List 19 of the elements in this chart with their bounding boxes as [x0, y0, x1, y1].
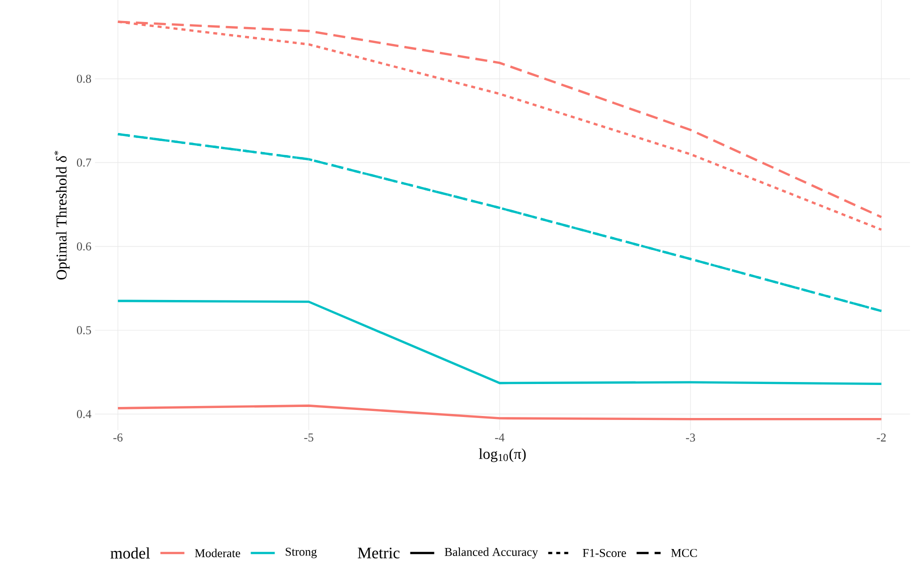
y-tick-label: 0.7 [76, 158, 92, 167]
legend-label: F1-Score [582, 548, 626, 558]
x-tick-label: -5 [304, 434, 314, 442]
legend-label: Strong [286, 548, 317, 558]
text: Metric [358, 548, 400, 558]
y-axis-title: Optimal Threshold δ$^{*}$ [54, 150, 70, 280]
y-tick-label: 0.4 [76, 410, 92, 418]
y-tick-label: 0.8 [76, 74, 92, 83]
x-tick-label: -3 [686, 434, 696, 442]
text: model [110, 547, 150, 559]
legend-label: Moderate [194, 548, 240, 558]
x-tick-label: -6 [113, 434, 123, 442]
legend-label: Balanced Accuracy [444, 548, 538, 558]
legend-label: MCC [671, 548, 697, 558]
x-tick-label: -4 [495, 434, 504, 442]
x-axis-title: log$_{10}$(π) [478, 448, 526, 462]
y-tick-label: 0.6 [76, 242, 92, 251]
x-tick-label: -2 [876, 434, 886, 442]
y-tick-label: 0.5 [76, 326, 92, 334]
